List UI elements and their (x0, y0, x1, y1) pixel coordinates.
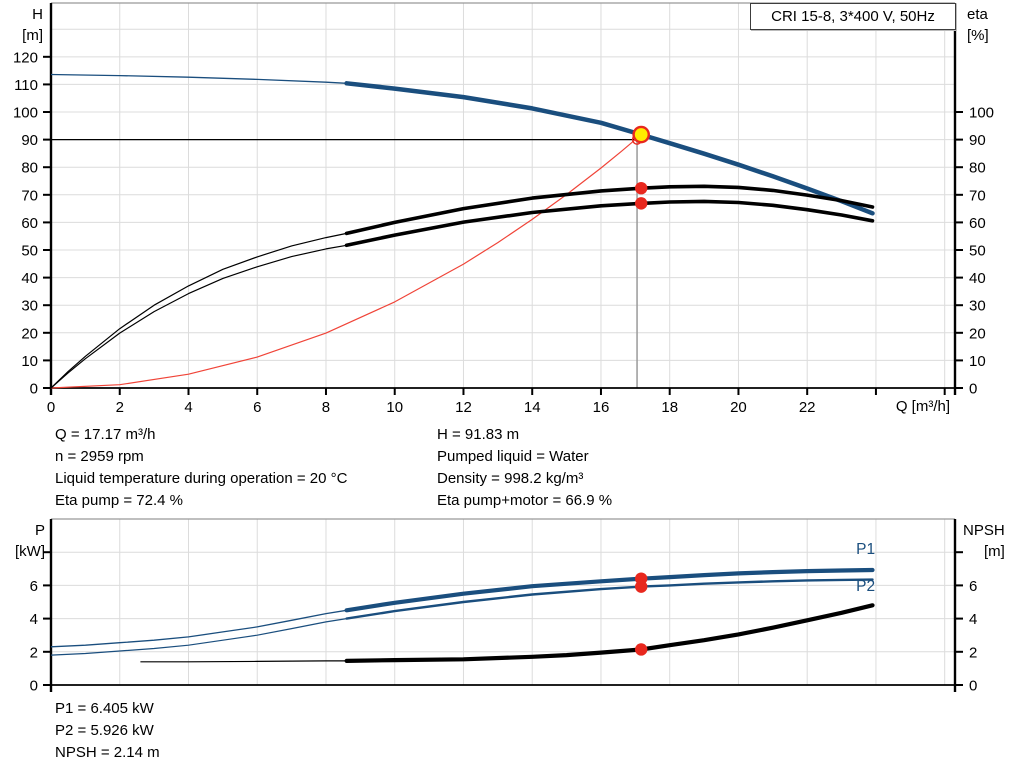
x-tick-label: 20 (730, 399, 747, 416)
right-tick-label: 100 (969, 105, 994, 122)
left-tick-label: 0 (30, 678, 38, 695)
right-tick-label: 6 (969, 578, 977, 595)
x-tick-label: 14 (524, 399, 541, 416)
right-tick-label: 20 (969, 325, 986, 342)
right-tick-label: 30 (969, 298, 986, 315)
left-tick-label: 90 (21, 132, 38, 149)
left-tick-label: 2 (30, 644, 38, 661)
left-tick-label: 50 (21, 243, 38, 260)
p1-curve-label: P1 (856, 541, 875, 558)
x-tick-label: 10 (386, 399, 403, 416)
p2-curve-label: P2 (856, 578, 875, 595)
left-tick-label: 40 (21, 270, 38, 287)
right-tick-label: 70 (969, 187, 986, 204)
speed-value: n = 2959 rpm (55, 448, 144, 465)
npsh-curve-thin (140, 660, 347, 663)
h-axis-label-line1: H (32, 6, 43, 23)
duty-point (632, 125, 650, 144)
operating-data-right: H = 91.83 m Pumped liquid = Water Densit… (437, 424, 612, 512)
eta-pump-curve (344, 184, 875, 236)
npsh-value: NPSH = 2.14 m (55, 744, 160, 761)
npsh-axis-label-line1: NPSH (963, 522, 1005, 539)
eta-axis-label-line2: [%] (967, 27, 989, 44)
right-tick-label: 90 (969, 132, 986, 149)
right-tick-label: 40 (969, 270, 986, 287)
right-tick-label: 80 (969, 160, 986, 177)
h-axis-label: H [m] (0, 4, 43, 46)
x-tick-label: 16 (593, 399, 610, 416)
p1-value: P1 = 6.405 kW (55, 700, 154, 717)
left-tick-label: 10 (21, 353, 38, 370)
head-curve-thin (50, 73, 347, 84)
x-tick-label: 22 (799, 399, 816, 416)
right-tick-label: 0 (969, 678, 977, 695)
left-tick-label: 4 (30, 611, 38, 628)
x-tick-label: 18 (661, 399, 678, 416)
p2-dot (634, 580, 648, 593)
eta-pump-motor-curve-thin (50, 244, 347, 389)
left-tick-label: 70 (21, 187, 38, 204)
right-tick-label: 50 (969, 243, 986, 260)
p2-value: P2 = 5.926 kW (55, 722, 154, 739)
right-tick-label: 4 (969, 611, 977, 628)
q-axis-label: Q [m³/h] (895, 398, 950, 415)
left-tick-label: 80 (21, 160, 38, 177)
head-eta-chart: 0102030405060708090100110120010203040506… (13, 2, 994, 416)
left-tick-label: 20 (21, 325, 38, 342)
operating-data-left: Q = 17.17 m³/h n = 2959 rpm Liquid tempe… (55, 424, 347, 512)
npsh-dot (634, 643, 648, 656)
right-tick-label: 10 (969, 353, 986, 370)
head-value: H = 91.83 m (437, 426, 520, 443)
npsh-axis-label: NPSH [m] (963, 520, 1023, 562)
liquid-temperature-value: Liquid temperature during operation = 20… (55, 470, 348, 487)
left-tick-label: 6 (30, 578, 38, 595)
eta-pump-dot (634, 181, 648, 195)
power-npsh-chart: 0 2 4 6 0 2 4 6 P1 P2 (30, 518, 977, 695)
left-tick-label: 30 (21, 298, 38, 315)
right-tick-label: 0 (969, 381, 977, 398)
npsh-axis-label-line2: [m] (984, 543, 1005, 560)
pump-title-box: CRI 15-8, 3*400 V, 50Hz (750, 3, 956, 30)
right-tick-label: 60 (969, 215, 986, 232)
p-axis-label-line2: [kW] (15, 543, 45, 560)
power-data-block: P1 = 6.405 kW P2 = 5.926 kW NPSH = 2.14 … (55, 698, 160, 764)
pumped-liquid-value: Pumped liquid = Water (437, 448, 589, 465)
p2-curve (345, 578, 874, 620)
head-curve (344, 81, 875, 216)
x-tick-label: 2 (116, 399, 124, 416)
x-tick-label: 4 (184, 399, 192, 416)
npsh-curve (344, 603, 875, 664)
eta-pump-value: Eta pump = 72.4 % (55, 492, 183, 509)
p2-curve-thin (50, 618, 347, 656)
eta-axis-label-line1: eta (967, 6, 988, 23)
x-tick-label: 12 (455, 399, 472, 416)
p1-curve (344, 567, 875, 613)
p1-curve-thin (50, 609, 347, 648)
density-value: Density = 998.2 kg/m³ (437, 470, 584, 487)
left-tick-label: 100 (13, 105, 38, 122)
x-tick-label: 0 (47, 399, 55, 416)
eta-pump-curve-thin (50, 232, 347, 389)
system-curve (50, 134, 642, 389)
p-axis-label: P [kW] (0, 520, 45, 562)
left-tick-label: 120 (13, 49, 38, 66)
x-tick-label: 8 (322, 399, 330, 416)
p-axis-label-line1: P (34, 522, 45, 539)
eta-pump-motor-dot (634, 197, 648, 210)
left-tick-label: 110 (14, 77, 38, 94)
eta-pump-motor-value: Eta pump+motor = 66.9 % (437, 492, 613, 509)
flow-value: Q = 17.17 m³/h (55, 426, 156, 443)
x-tick-label: 6 (253, 399, 261, 416)
left-tick-label: 60 (21, 215, 38, 232)
left-tick-label: 0 (30, 381, 38, 398)
eta-axis-label: eta [%] (967, 4, 1023, 46)
right-tick-label: 2 (969, 644, 977, 661)
eta-pump-motor-curve (344, 199, 875, 248)
h-axis-label-line2: [m] (22, 27, 43, 44)
